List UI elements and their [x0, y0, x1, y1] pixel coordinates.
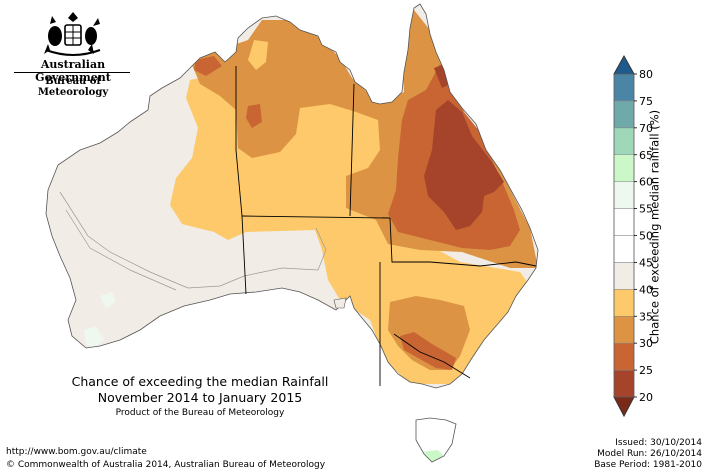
nt-sa-border [241, 215, 391, 219]
legend-tick-label: 30 [639, 337, 653, 350]
zone-35-40-topend [248, 40, 268, 70]
zone-20-25 [424, 100, 504, 230]
legend-tick-label: 60 [639, 176, 653, 189]
legend-bin-70-75 [613, 100, 635, 129]
legend-bin-60-65 [613, 154, 635, 182]
coat-of-arms-logo [44, 12, 101, 56]
legend-tick-label: 50 [639, 230, 653, 243]
model-run-date: Model Run: 26/10/2014 [597, 449, 702, 459]
contour-lines [59, 191, 327, 291]
nt-qld-border [349, 83, 355, 217]
footer-copyright: © Commonwealth of Australia 2014, Austra… [6, 460, 326, 470]
legend-tick-label: 20 [639, 391, 653, 404]
mainland-coastline [45, 3, 539, 389]
legend-bin-55-60 [613, 181, 635, 209]
wa-border [235, 66, 247, 295]
logo-divider [14, 72, 130, 73]
legend-tick-label: 25 [639, 364, 653, 377]
legend-bin-30-35 [613, 316, 635, 344]
legend-tick-label: 80 [639, 68, 653, 81]
legend-tick-label: 45 [639, 256, 653, 269]
legend-bin-75-80 [613, 73, 635, 102]
legend-bin-45-50 [613, 235, 635, 263]
legend-tick-label: 75 [639, 95, 653, 108]
legend-tick-label: 55 [639, 203, 653, 216]
map-period: November 2014 to January 2015 [97, 390, 303, 405]
qld-nsw-border [389, 217, 537, 267]
legend-bin-50-55 [613, 208, 635, 236]
zone-25-30-kimberley [194, 56, 222, 76]
legend-colorbar: 20 25 30 35 40 45 50 55 60 65 70 75 80 [613, 54, 653, 418]
zone-25-30-nt [246, 104, 262, 128]
zone-20-25-north [434, 64, 450, 88]
map-title: Chance of exceeding the median Rainfall [71, 374, 329, 389]
legend-arrow-low [613, 396, 635, 418]
issued-date: Issued: 30/10/2014 [615, 438, 702, 448]
legend-bin-20-25 [613, 369, 635, 398]
legend-tick-label: 70 [639, 122, 653, 135]
government-name: Australian Government [35, 58, 111, 84]
legend-bin-35-40 [613, 289, 635, 317]
bureau-name: Bureau of Meteorology [37, 76, 109, 98]
zone-25-30-victoria [400, 332, 456, 370]
zone-55-60-southwest [84, 326, 104, 348]
base-period: Base Period: 1981-2010 [594, 460, 702, 470]
state-borders [235, 66, 537, 386]
legend-title-text: Chance of exceeding median rainfall (%) [648, 110, 662, 344]
product-credit: Product of the Bureau of Meteorology [115, 408, 285, 418]
zone-55-60 [100, 292, 116, 308]
legend-title: Chance of exceeding median rainfall (%) [648, 110, 662, 344]
legend-arrow-high [613, 54, 635, 75]
tasmania-coastline [415, 417, 457, 463]
nsw-vic-border [393, 333, 471, 379]
kangaroo-island [333, 297, 347, 309]
legend-bin-25-30 [613, 342, 635, 371]
legend-tick-label: 35 [639, 310, 653, 323]
footer-url[interactable]: http://www.bom.gov.au/climate [6, 447, 147, 457]
legend-tick-label: 40 [639, 283, 653, 296]
legend-tick-label: 65 [639, 149, 653, 162]
legend-bin-40-45 [613, 262, 635, 290]
legend-bin-65-70 [613, 127, 635, 156]
